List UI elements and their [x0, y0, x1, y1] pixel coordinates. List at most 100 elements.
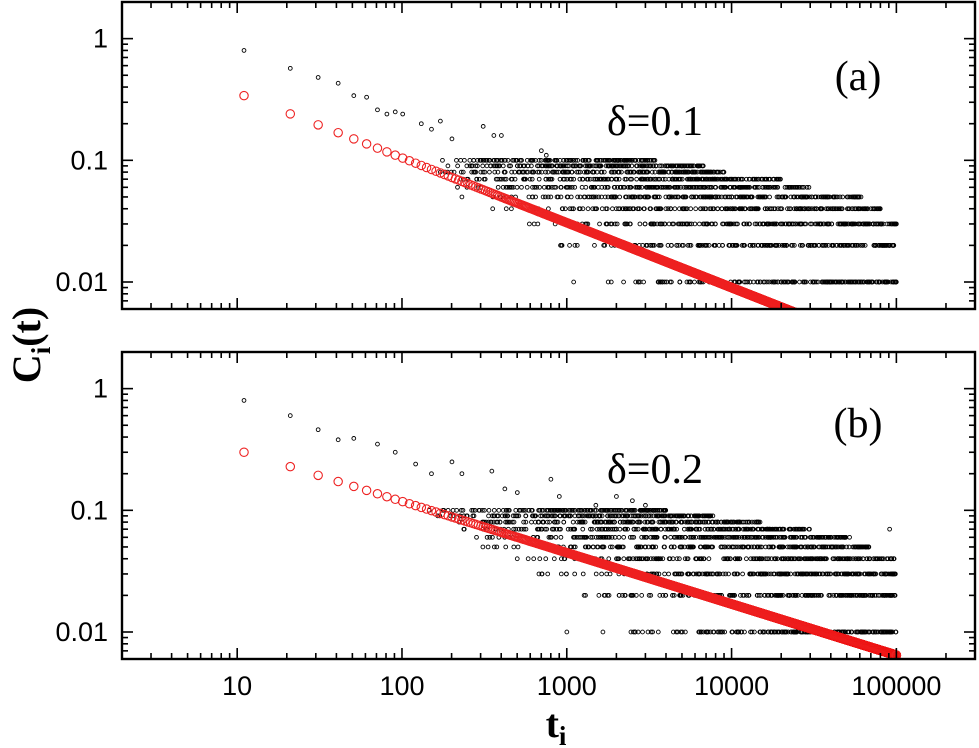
fit-point	[797, 311, 805, 319]
data-point	[590, 169, 596, 175]
data-point	[530, 157, 536, 163]
data-point	[637, 221, 643, 227]
data-point	[817, 221, 822, 227]
data-point	[831, 194, 837, 200]
fit-point	[796, 310, 804, 318]
data-point	[709, 184, 715, 190]
data-point	[639, 163, 645, 169]
data-point	[815, 221, 821, 227]
data-point	[861, 279, 867, 285]
fit-point	[800, 312, 808, 320]
fit-point	[795, 310, 803, 318]
data-point	[375, 107, 380, 113]
fit-point	[795, 308, 799, 309]
fit-point	[800, 312, 808, 320]
data-point	[482, 176, 488, 182]
data-point	[780, 279, 786, 285]
data-point	[745, 184, 751, 190]
data-point	[767, 243, 772, 248]
fit-point	[795, 310, 803, 318]
fit-point	[798, 311, 806, 319]
fit-point	[795, 308, 799, 309]
data-point	[564, 176, 570, 182]
fit-point	[799, 312, 807, 320]
fit-point	[794, 310, 802, 318]
data-point	[622, 184, 627, 190]
data-point	[692, 279, 697, 285]
data-point	[557, 176, 563, 182]
fit-point	[796, 310, 804, 318]
fit-point	[796, 310, 804, 318]
fit-point	[794, 308, 799, 309]
data-point	[644, 176, 650, 182]
data-point	[792, 194, 797, 200]
data-point	[495, 169, 501, 175]
fit-point	[797, 311, 805, 319]
data-point	[704, 221, 710, 227]
data-point	[575, 157, 581, 163]
data-point	[866, 279, 872, 285]
fit-point	[798, 311, 806, 319]
data-point	[610, 206, 615, 212]
fit-point	[800, 312, 808, 320]
data-point	[735, 221, 740, 227]
fit-point	[800, 312, 808, 320]
fit-point	[795, 310, 803, 318]
fit-point	[801, 312, 809, 320]
data-point	[706, 169, 712, 175]
data-point	[699, 163, 705, 169]
data-point	[686, 184, 692, 190]
data-point	[863, 206, 869, 212]
data-point	[587, 176, 593, 182]
data-point	[605, 279, 611, 285]
fit-point	[794, 310, 802, 318]
data-point	[712, 176, 718, 182]
data-point	[684, 221, 690, 227]
data-point	[739, 243, 745, 248]
data-point	[808, 221, 813, 227]
data-point	[664, 163, 669, 169]
data-point	[473, 169, 479, 175]
data-point	[505, 157, 511, 163]
fit-point	[801, 312, 809, 320]
data-point	[645, 163, 650, 169]
data-point	[861, 221, 867, 227]
data-point	[490, 206, 496, 212]
data-point	[820, 243, 826, 248]
data-point	[579, 184, 585, 190]
data-point	[605, 157, 611, 163]
fit-point	[800, 312, 808, 320]
data-point	[700, 206, 706, 212]
data-point	[593, 157, 599, 163]
fit-point	[795, 310, 803, 318]
data-point	[711, 243, 717, 248]
data-point	[749, 206, 755, 212]
data-point	[792, 206, 797, 212]
fit-point	[801, 312, 809, 320]
fit-point	[802, 313, 810, 321]
data-point	[741, 221, 747, 227]
data-point	[873, 243, 878, 248]
fit-point	[801, 313, 809, 321]
data-point	[702, 206, 708, 212]
fit-point	[802, 313, 810, 321]
data-point	[665, 206, 671, 212]
fit-point	[800, 312, 808, 320]
data-point	[545, 157, 550, 163]
data-point	[644, 243, 650, 248]
data-point	[543, 194, 548, 200]
data-point	[315, 75, 321, 80]
fit-point	[796, 310, 804, 318]
fit-point	[800, 312, 808, 320]
data-point	[670, 176, 676, 182]
data-point	[739, 206, 745, 212]
data-point	[624, 157, 630, 163]
data-point	[637, 163, 642, 169]
data-point	[799, 184, 805, 190]
data-point	[514, 184, 520, 190]
data-point	[638, 194, 644, 200]
data-point	[789, 184, 794, 190]
data-point	[455, 184, 460, 190]
fit-point	[795, 310, 803, 318]
data-point	[650, 243, 656, 248]
